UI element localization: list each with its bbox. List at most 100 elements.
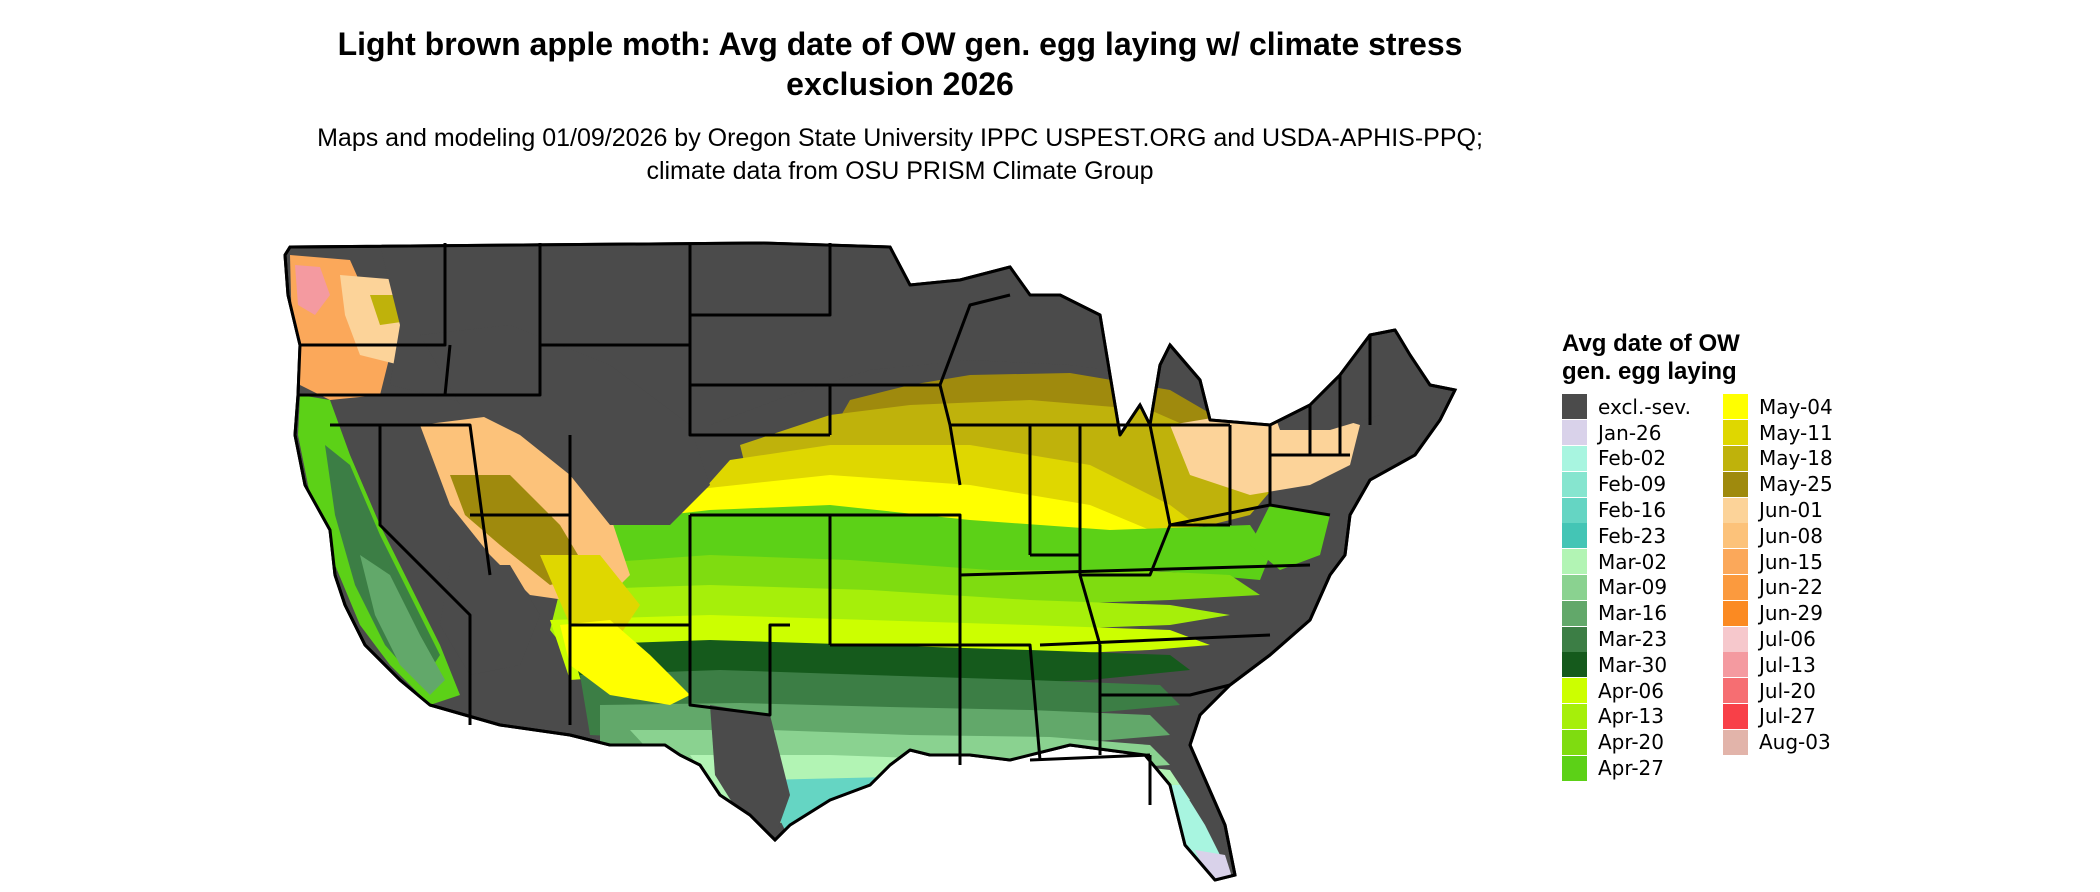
- legend-swatch: [1562, 729, 1587, 755]
- legend-columns: excl.-sev. Jan-26 Feb-02 Feb-09 Feb-16 Feb-23…: [1562, 394, 1872, 781]
- legend-swatch: [1562, 574, 1587, 600]
- legend-item: Aug-03: [1723, 729, 1872, 755]
- us-phenology-map: [283, 241, 1458, 882]
- legend-swatch: [1562, 497, 1587, 523]
- legend-item: Apr-27: [1562, 755, 1711, 781]
- legend-label: Jun-29: [1759, 601, 1823, 626]
- legend-label: Mar-23: [1598, 627, 1668, 652]
- legend-item: Jun-29: [1723, 600, 1872, 626]
- legend-swatch: [1723, 549, 1748, 575]
- map-subtitle: Maps and modeling 01/09/2026 by Oregon S…: [317, 124, 1483, 185]
- legend-swatch: [1723, 626, 1748, 652]
- legend-item: Mar-02: [1562, 549, 1711, 575]
- title-block: Light brown apple moth: Avg date of OW g…: [290, 24, 1510, 188]
- legend-item: Jun-22: [1723, 574, 1872, 601]
- band-jan-26: [1195, 850, 1232, 880]
- band-northeast-tan: [1170, 410, 1360, 495]
- legend-label: Jul-20: [1759, 678, 1816, 703]
- legend-item: Mar-16: [1562, 600, 1711, 626]
- map-legend: Avg date of OW gen. egg laying excl.-sev…: [1562, 330, 1872, 781]
- legend-swatch: [1723, 471, 1748, 497]
- legend-label: Mar-16: [1598, 601, 1668, 626]
- legend-label: Jun-15: [1759, 549, 1823, 574]
- band-west-coast-mid: [360, 555, 445, 695]
- legend-swatch: [1723, 678, 1748, 704]
- legend-label: Apr-27: [1598, 756, 1664, 781]
- legend-item: Feb-23: [1562, 523, 1711, 549]
- legend-swatch: [1723, 574, 1748, 600]
- legend-swatch: [1562, 445, 1587, 471]
- legend-swatch: [1562, 471, 1587, 497]
- legend-item: Jul-13: [1723, 652, 1872, 678]
- legend-title: Avg date of OW gen. egg laying: [1562, 330, 1872, 386]
- legend-column: excl.-sev. Jan-26 Feb-02 Feb-09 Feb-16 Feb-23…: [1562, 394, 1711, 781]
- legend-label: excl.-sev.: [1598, 394, 1691, 419]
- legend-swatch: [1562, 678, 1587, 704]
- band-feb-16: [760, 777, 1180, 840]
- band-midatlantic-green: [1250, 505, 1330, 570]
- legend-swatch: [1562, 626, 1587, 652]
- legend-item: Apr-13: [1562, 703, 1711, 730]
- legend-swatch: [1723, 394, 1748, 420]
- excluded-rockies: [420, 325, 710, 525]
- legend-item: Jul-27: [1723, 703, 1872, 730]
- legend-title-line2: gen. egg laying: [1562, 358, 1737, 385]
- legend-label: Feb-02: [1598, 446, 1667, 471]
- legend-label: May-25: [1759, 472, 1833, 497]
- legend-swatch: [1723, 497, 1748, 523]
- legend-label: May-11: [1759, 420, 1833, 445]
- legend-swatch: [1723, 523, 1748, 549]
- legend-item: Jul-06: [1723, 626, 1872, 652]
- legend-title-line1: Avg date of OW: [1562, 330, 1740, 357]
- legend-label: Jun-22: [1759, 575, 1823, 600]
- map-title: Light brown apple moth: Avg date of OW g…: [337, 26, 1463, 102]
- legend-label: Feb-16: [1598, 498, 1667, 523]
- legend-swatch: [1562, 652, 1587, 678]
- legend-swatch: [1723, 445, 1748, 471]
- legend-item: Mar-30: [1562, 652, 1711, 678]
- legend-label: Jul-13: [1759, 652, 1816, 677]
- excluded-south-texas: [710, 705, 790, 837]
- legend-swatch: [1723, 420, 1748, 446]
- legend-label: Aug-03: [1759, 730, 1831, 755]
- legend-item: Feb-09: [1562, 471, 1711, 497]
- legend-label: Apr-13: [1598, 704, 1664, 729]
- legend-label: Apr-20: [1598, 730, 1664, 755]
- legend-label: May-18: [1759, 446, 1833, 471]
- legend-item: Mar-09: [1562, 574, 1711, 601]
- legend-item: Jan-26: [1562, 420, 1711, 446]
- legend-swatch: [1723, 600, 1748, 626]
- legend-item: Feb-02: [1562, 445, 1711, 472]
- legend-label: Mar-09: [1598, 575, 1668, 600]
- legend-item: Jun-08: [1723, 523, 1872, 549]
- legend-column: May-04 May-11 May-18 May-25 Jun-01 Jun-08 Jun-…: [1723, 394, 1872, 781]
- band-texas-yellow: [560, 620, 690, 705]
- legend-item: Jul-20: [1723, 678, 1872, 704]
- legend-item: excl.-sev.: [1562, 394, 1711, 420]
- legend-swatch: [1562, 600, 1587, 626]
- legend-label: Jul-06: [1759, 627, 1816, 652]
- legend-item: Feb-16: [1562, 497, 1711, 523]
- legend-label: Jul-27: [1759, 704, 1816, 729]
- legend-label: Feb-23: [1598, 523, 1667, 548]
- legend-item: Mar-23: [1562, 626, 1711, 652]
- legend-swatch: [1562, 703, 1587, 729]
- legend-swatch: [1562, 523, 1587, 549]
- band-pacific-nw-pink: [295, 265, 330, 315]
- legend-label: Mar-30: [1598, 652, 1668, 677]
- legend-swatch: [1723, 652, 1748, 678]
- legend-label: Jan-26: [1598, 420, 1662, 445]
- legend-label: Mar-02: [1598, 549, 1668, 574]
- legend-item: May-04: [1723, 394, 1872, 420]
- legend-item: May-25: [1723, 471, 1872, 497]
- state-borders: [283, 241, 1457, 882]
- legend-swatch: [1562, 549, 1587, 575]
- legend-swatch: [1562, 755, 1587, 781]
- legend-label: May-04: [1759, 394, 1833, 419]
- legend-swatch: [1723, 729, 1748, 755]
- legend-swatch: [1562, 420, 1587, 446]
- band-southwest-yellow: [540, 555, 640, 635]
- legend-label: Jun-01: [1759, 498, 1823, 523]
- legend-item: Apr-06: [1562, 678, 1711, 704]
- legend-item: May-11: [1723, 420, 1872, 446]
